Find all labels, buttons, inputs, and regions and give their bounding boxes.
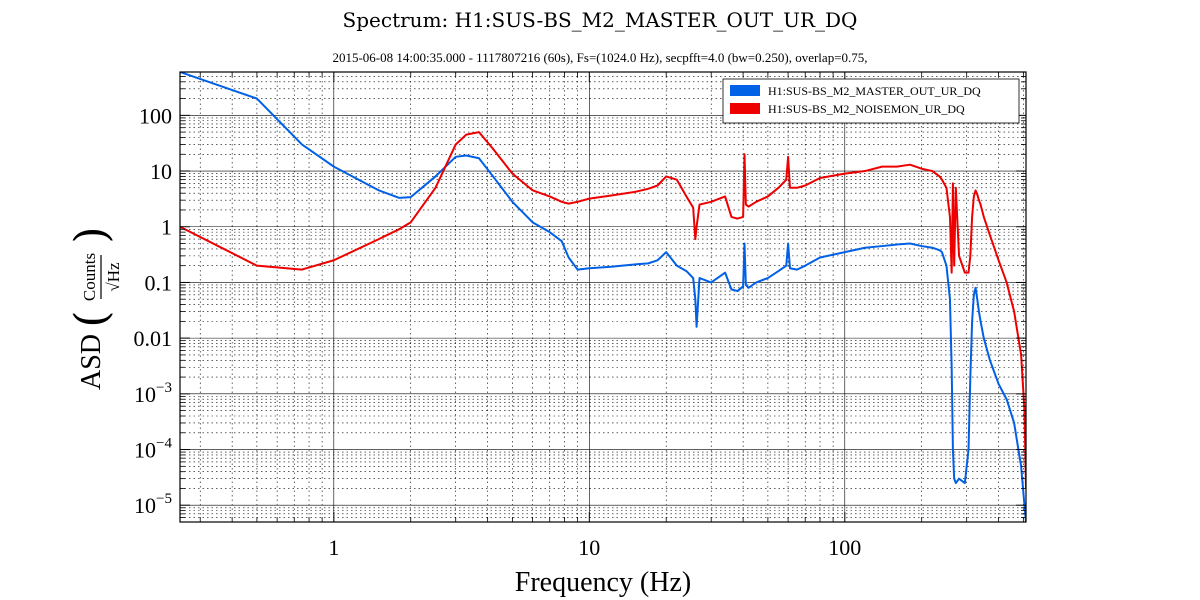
legend: H1:SUS-BS_M2_MASTER_OUT_UR_DQ H1:SUS-BS_M… [722,78,1020,124]
minor-gridlines [180,71,1026,522]
y-tick-label: 0.01 [134,326,173,351]
y-axis-label-denominator: √Hz [104,262,123,292]
x-tick-label: 10 [578,535,600,560]
series-line-master-out [180,72,1026,522]
y-tick-base: 10 [134,438,156,463]
y-tick-label: 10−3 [134,380,172,407]
y-axis-label-open-paren: ( [66,310,117,327]
y-axis-label-numerator: Counts [80,253,99,301]
axis-ticks [180,71,1026,522]
major-gridlines [180,72,1026,522]
y-tick-label: 100 [139,103,172,128]
y-tick-exponent: −3 [156,380,172,396]
series-layer [180,72,1026,522]
y-tick-exponent: −4 [156,436,172,452]
y-tick-label: 10 [150,159,172,184]
series-line-noisemon [180,131,1026,489]
y-axis-label-asd: ASD [76,334,107,390]
y-tick-label: 1 [161,215,172,240]
chart-subtitle: 2015-06-08 14:00:35.000 - 1117807216 (60… [332,50,868,65]
x-tick-label: 100 [828,535,861,560]
x-tick-labels: 1 10 100 [328,535,861,560]
y-tick-base: 10 [134,382,156,407]
y-axis-label: ASD ( Counts √Hz) [66,226,123,390]
legend-label: H1:SUS-BS_M2_NOISEMON_UR_DQ [768,102,965,116]
plot-frame [179,71,1027,523]
x-axis-label: Frequency (Hz) [515,567,691,598]
y-axis-label-close-paren: ) [66,226,117,243]
legend-label: H1:SUS-BS_M2_MASTER_OUT_UR_DQ [768,84,981,98]
y-tick-label: 0.1 [145,270,173,295]
y-tick-exponent: −5 [156,491,172,507]
legend-swatch [730,85,760,96]
y-tick-label: 10−5 [134,491,172,518]
chart-title: Spectrum: H1:SUS-BS_M2_MASTER_OUT_UR_DQ [342,8,858,32]
x-tick-label: 1 [328,535,339,560]
y-tick-label: 10−4 [134,436,172,463]
y-tick-base: 10 [134,493,156,518]
legend-box [722,78,1020,124]
legend-swatch [730,103,760,114]
